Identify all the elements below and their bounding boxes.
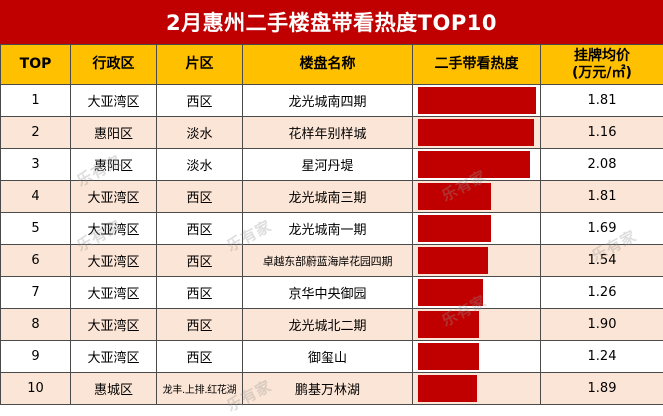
area-cell: 龙丰.上排.红花湖 <box>157 373 243 405</box>
heat-cell <box>413 85 541 117</box>
header-rank: TOP <box>1 45 71 85</box>
name-cell: 龙光城南一期 <box>243 213 413 245</box>
heat-bar <box>418 247 488 274</box>
district-cell: 惠阳区 <box>71 149 157 181</box>
heat-bar <box>418 151 530 178</box>
heat-bar <box>418 215 491 242</box>
area-cell: 西区 <box>157 245 243 277</box>
district-cell: 惠阳区 <box>71 117 157 149</box>
district-cell: 大亚湾区 <box>71 85 157 117</box>
name-cell: 御玺山 <box>243 341 413 373</box>
price-cell: 1.81 <box>541 181 663 213</box>
heat-cell <box>413 149 541 181</box>
heat-bar <box>418 183 491 210</box>
rank-cell: 5 <box>1 213 71 245</box>
rank-cell: 2 <box>1 117 71 149</box>
name-cell: 鹏基万林湖 <box>243 373 413 405</box>
price-cell: 2.08 <box>541 149 663 181</box>
heat-cell <box>413 181 541 213</box>
price-cell: 1.24 <box>541 341 663 373</box>
rank-cell: 6 <box>1 245 71 277</box>
rank-cell: 7 <box>1 277 71 309</box>
price-cell: 1.81 <box>541 85 663 117</box>
name-cell: 龙光城南四期 <box>243 85 413 117</box>
chart-title: 2月惠州二手楼盘带看热度TOP10 <box>0 0 663 44</box>
heat-bar <box>418 375 477 402</box>
header-district: 行政区 <box>71 45 157 85</box>
district-cell: 大亚湾区 <box>71 341 157 373</box>
heat-bar <box>418 87 536 114</box>
district-cell: 大亚湾区 <box>71 309 157 341</box>
heat-cell <box>413 341 541 373</box>
area-cell: 西区 <box>157 181 243 213</box>
price-cell: 1.90 <box>541 309 663 341</box>
district-cell: 大亚湾区 <box>71 245 157 277</box>
heat-cell <box>413 309 541 341</box>
name-cell: 京华中央御园 <box>243 277 413 309</box>
rank-cell: 9 <box>1 341 71 373</box>
district-cell: 大亚湾区 <box>71 181 157 213</box>
name-cell: 星河丹堤 <box>243 149 413 181</box>
rank-cell: 1 <box>1 85 71 117</box>
heat-cell <box>413 373 541 405</box>
name-cell: 龙光城南三期 <box>243 181 413 213</box>
area-cell: 西区 <box>157 213 243 245</box>
rank-cell: 8 <box>1 309 71 341</box>
heat-cell <box>413 117 541 149</box>
name-cell: 龙光城北二期 <box>243 309 413 341</box>
heat-cell <box>413 245 541 277</box>
price-cell: 1.16 <box>541 117 663 149</box>
header-price-line2: (万元/㎡) <box>541 65 663 82</box>
name-cell: 花样年别样城 <box>243 117 413 149</box>
header-name: 楼盘名称 <box>243 45 413 85</box>
price-cell: 1.69 <box>541 213 663 245</box>
district-cell: 惠城区 <box>71 373 157 405</box>
heat-cell <box>413 277 541 309</box>
price-cell: 1.89 <box>541 373 663 405</box>
area-cell: 淡水 <box>157 117 243 149</box>
heat-bar <box>418 119 534 146</box>
area-cell: 西区 <box>157 277 243 309</box>
price-cell: 1.26 <box>541 277 663 309</box>
rank-cell: 4 <box>1 181 71 213</box>
name-cell: 卓越东部蔚蓝海岸花园四期 <box>243 245 413 277</box>
heat-cell <box>413 213 541 245</box>
rank-cell: 3 <box>1 149 71 181</box>
header-price-line1: 挂牌均价 <box>541 48 663 65</box>
area-cell: 西区 <box>157 85 243 117</box>
price-cell: 1.54 <box>541 245 663 277</box>
rank-cell: 10 <box>1 373 71 405</box>
area-cell: 西区 <box>157 341 243 373</box>
header-area: 片区 <box>157 45 243 85</box>
header-row: TOP 行政区 片区 楼盘名称 二手带看热度 挂牌均价 (万元/㎡) <box>1 45 663 85</box>
district-cell: 大亚湾区 <box>71 277 157 309</box>
district-cell: 大亚湾区 <box>71 213 157 245</box>
header-heat: 二手带看热度 <box>413 45 541 85</box>
heat-bar <box>418 311 479 338</box>
header-price: 挂牌均价 (万元/㎡) <box>541 45 663 85</box>
area-cell: 淡水 <box>157 149 243 181</box>
heat-bar <box>418 279 483 306</box>
heat-bar <box>418 343 479 370</box>
area-cell: 西区 <box>157 309 243 341</box>
